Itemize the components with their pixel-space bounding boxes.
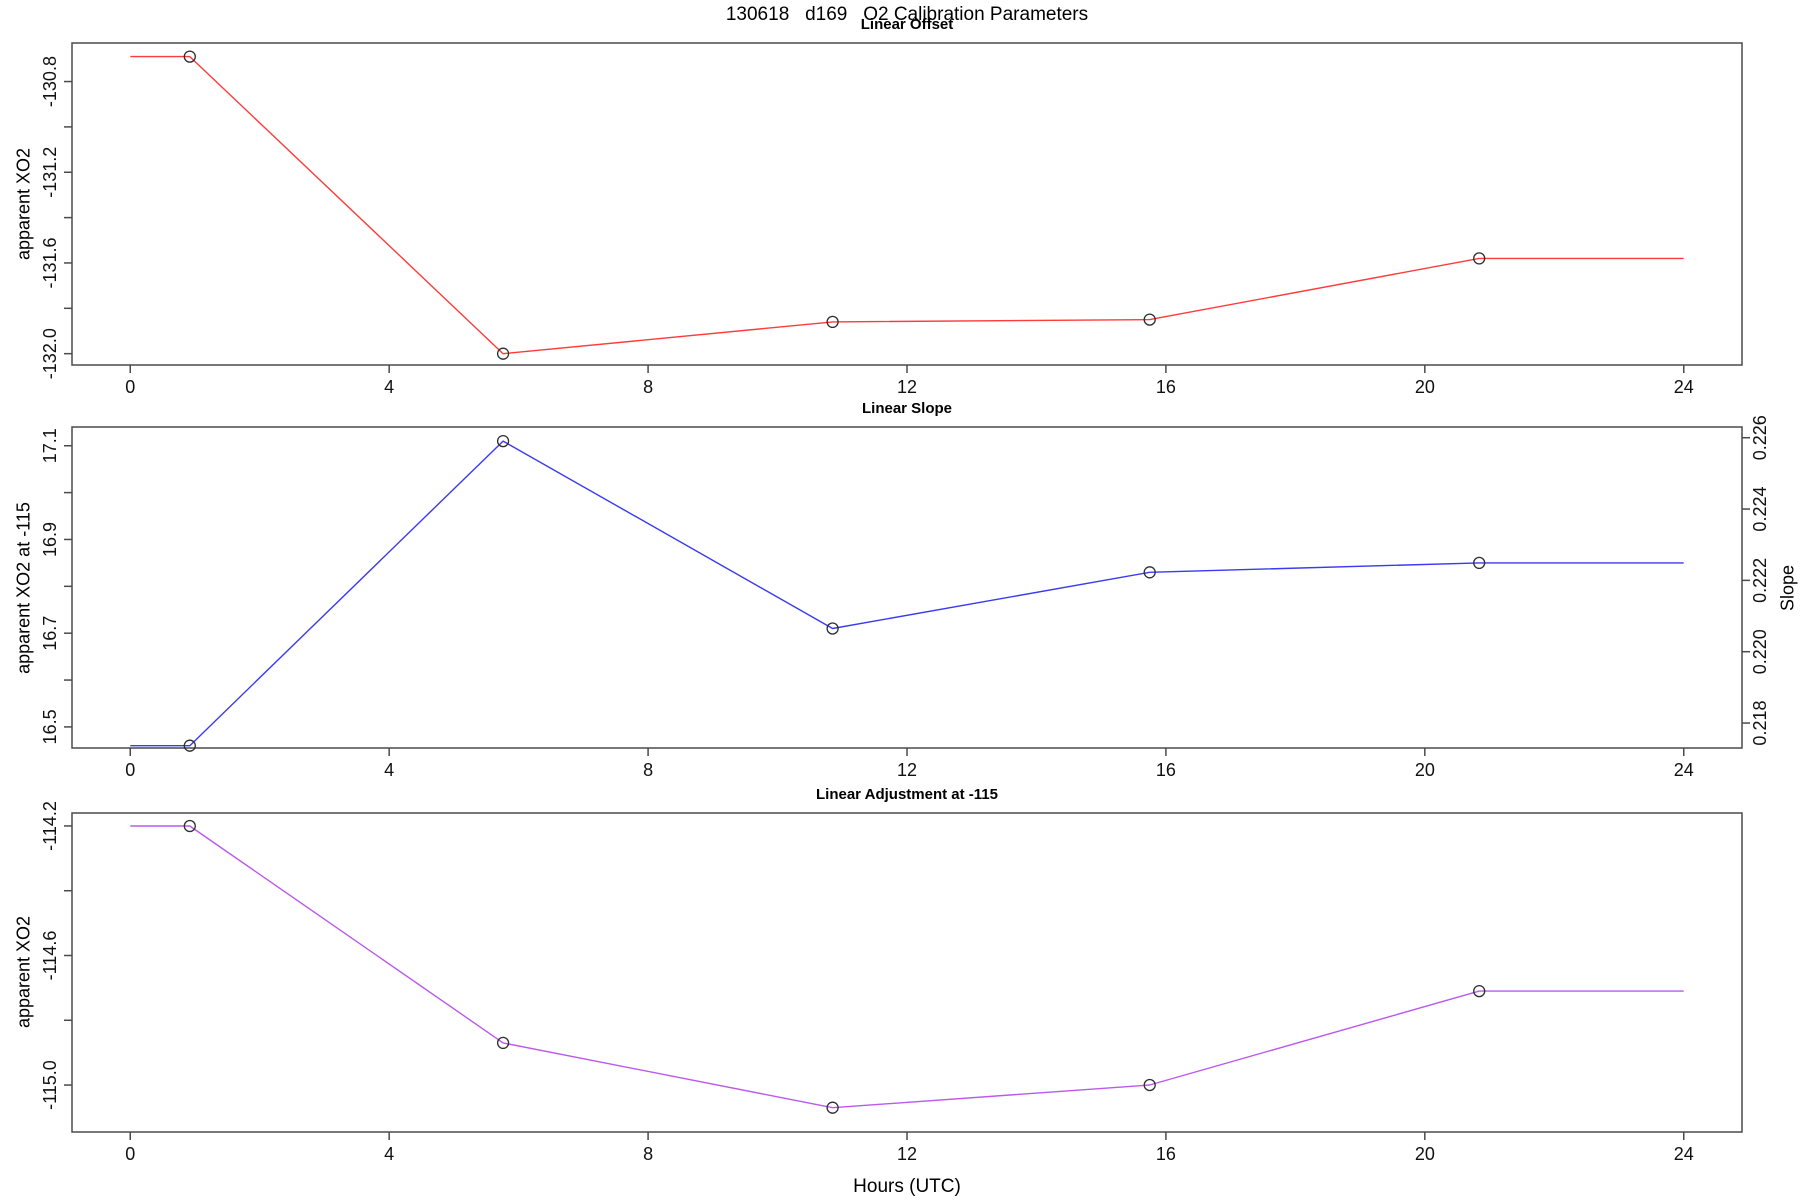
x-tick-label: 4 (384, 1144, 394, 1164)
figure-title: 130618 d169 O2 Calibration Parameters (725, 4, 1089, 25)
data-point-marker (1143, 313, 1156, 326)
x-tick-label: 12 (897, 760, 917, 780)
data-point-marker (1473, 556, 1486, 570)
data-point-marker (496, 347, 510, 360)
y-tick-label: 16.5 (40, 709, 60, 744)
y-tick-label: -130.8 (40, 56, 60, 107)
y-tick-label: 17.1 (40, 428, 60, 463)
data-point-marker (1143, 566, 1156, 579)
panel3-box (71, 812, 1743, 1133)
x-tick-label: 16 (1156, 377, 1176, 397)
x-tick-label: 0 (125, 377, 135, 397)
x-tick-label: 8 (643, 760, 653, 780)
x-tick-label: 8 (643, 1144, 653, 1164)
y-tick-label: -131.6 (40, 237, 60, 288)
data-point-marker (183, 739, 196, 752)
data-point-marker (1473, 984, 1486, 998)
x-tick-label: 20 (1415, 1144, 1435, 1164)
data-point-marker (496, 1036, 510, 1050)
data-point-marker (183, 50, 196, 63)
panel3-title: Linear Adjustment at -115 (816, 786, 998, 803)
x-tick-label: 0 (125, 1144, 135, 1164)
right-y-tick-label: 0.224 (1750, 487, 1770, 532)
data-point-marker (1143, 1078, 1156, 1092)
right-y-tick-label: 0.222 (1750, 558, 1770, 603)
data-point-marker (826, 1101, 839, 1114)
x-tick-label: 4 (384, 377, 394, 397)
series-line (130, 55, 1684, 355)
data-point-marker (826, 622, 839, 635)
x-tick-label: 0 (125, 760, 135, 780)
y-tick-label: 16.7 (40, 616, 60, 651)
y-tick-label: -132.0 (40, 328, 60, 379)
x-axis-label: Hours (UTC) (853, 1176, 961, 1197)
y-tick-label: -114.6 (40, 931, 60, 981)
series-line (130, 440, 1684, 747)
x-tick-label: 24 (1674, 760, 1694, 780)
x-tick-label: 12 (897, 377, 917, 397)
y-tick-label: -114.2 (40, 801, 60, 851)
x-tick-label: 16 (1156, 760, 1176, 780)
right-y-tick-label: 0.220 (1750, 629, 1770, 674)
data-point-marker (496, 434, 510, 448)
series-line (130, 825, 1684, 1109)
data-point-marker (826, 315, 839, 329)
right-y-tick-label: 0.226 (1750, 415, 1770, 460)
x-tick-label: 4 (384, 760, 394, 780)
panel2-title: Linear Slope (861, 400, 953, 417)
data-point-marker (1473, 252, 1486, 265)
x-tick-label: 12 (897, 1144, 917, 1164)
x-tick-label: 16 (1156, 1144, 1176, 1164)
x-tick-label: 20 (1415, 377, 1435, 397)
x-tick-label: 8 (643, 377, 653, 397)
y-tick-label: -115.0 (40, 1060, 60, 1110)
x-tick-label: 20 (1415, 760, 1435, 780)
panel1-box (71, 42, 1743, 366)
data-point-marker (183, 819, 196, 833)
panel2-box (71, 426, 1743, 749)
right-y-tick-label: 0.218 (1750, 701, 1770, 746)
x-tick-label: 24 (1674, 1144, 1694, 1164)
x-tick-label: 24 (1674, 377, 1694, 397)
y-tick-label: 16.9 (40, 522, 60, 557)
panel1-title: Linear Offset (860, 16, 954, 33)
y-tick-label: -131.2 (40, 147, 60, 198)
